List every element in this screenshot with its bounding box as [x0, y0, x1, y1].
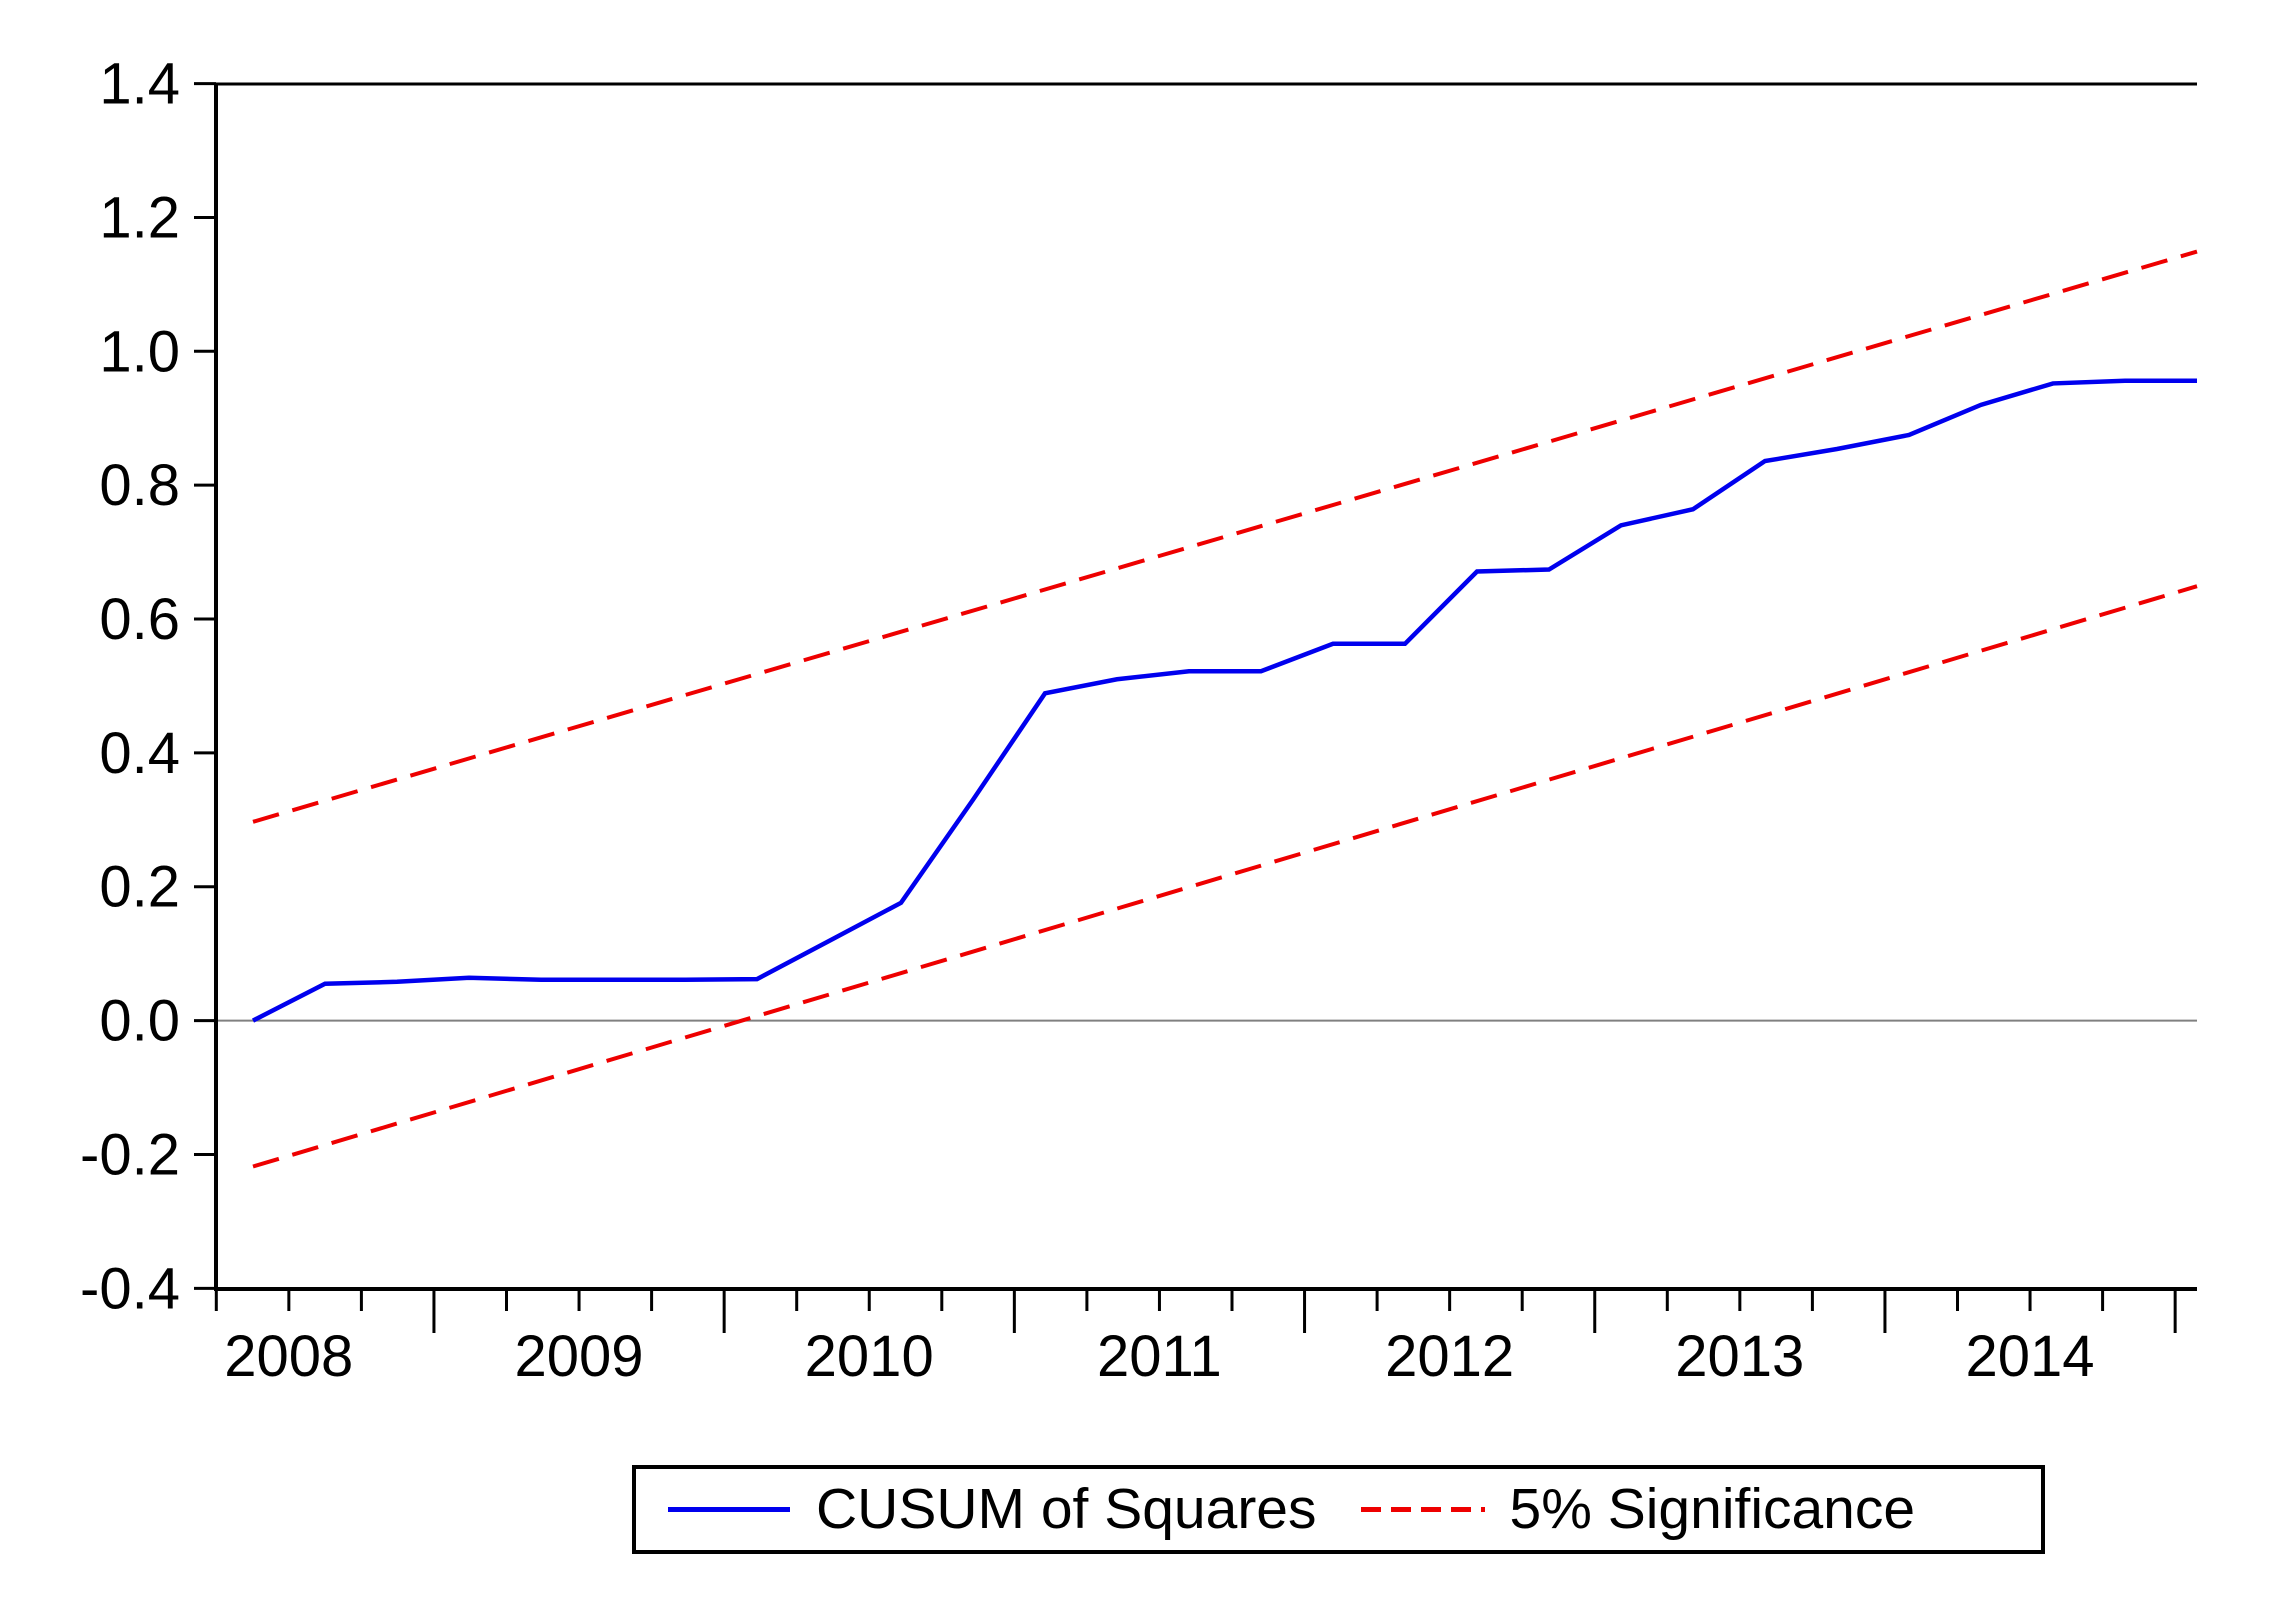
- cusum-line-swatch-icon: [668, 1507, 790, 1512]
- x-tick-label: 2009: [514, 1324, 643, 1389]
- significance-dashed-line-swatch-icon: [1360, 1507, 1485, 1512]
- y-tick-label: 1.0: [99, 319, 180, 384]
- legend-box: CUSUM of Squares 5% Significance: [632, 1465, 2045, 1554]
- x-tick-label: 2012: [1385, 1324, 1514, 1389]
- y-tick-label: -0.4: [80, 1256, 180, 1321]
- y-tick-label: 1.2: [99, 185, 180, 250]
- cusum-of-squares-line: [251, 378, 2197, 1023]
- y-tick-label: 1.4: [99, 52, 180, 117]
- x-tick-label: 2008: [224, 1324, 353, 1389]
- x-tick-label: 2013: [1675, 1324, 1804, 1389]
- x-axis-ticks: [214, 1289, 2177, 1333]
- y-tick-label: 0.2: [99, 855, 180, 920]
- y-tick-label: -0.2: [80, 1122, 180, 1187]
- y-tick-label: 0.0: [99, 989, 180, 1054]
- y-tick-label: 0.6: [99, 587, 180, 652]
- legend-label-cusum: CUSUM of Squares: [816, 1477, 1317, 1541]
- significance-upper-bound-line: [252, 249, 2198, 824]
- x-tick-label: 2010: [805, 1324, 934, 1389]
- y-tick-label: 0.8: [99, 453, 180, 518]
- x-axis-year-labels: 2008 2009 2010 2011 2012 2013 2014: [224, 1324, 2094, 1389]
- legend-label-significance: 5% Significance: [1509, 1477, 1916, 1541]
- plot-border: [214, 82, 2197, 1291]
- x-tick-label: 2011: [1097, 1324, 1222, 1389]
- x-tick-label: 2014: [1965, 1324, 2094, 1389]
- y-axis-ticks: -0.4 -0.2 0.0 0.2 0.4 0.6 0.8 1.0 1.2 1.4: [80, 52, 216, 1321]
- significance-lower-bound-line: [252, 584, 2198, 1169]
- y-tick-label: 0.4: [99, 721, 180, 786]
